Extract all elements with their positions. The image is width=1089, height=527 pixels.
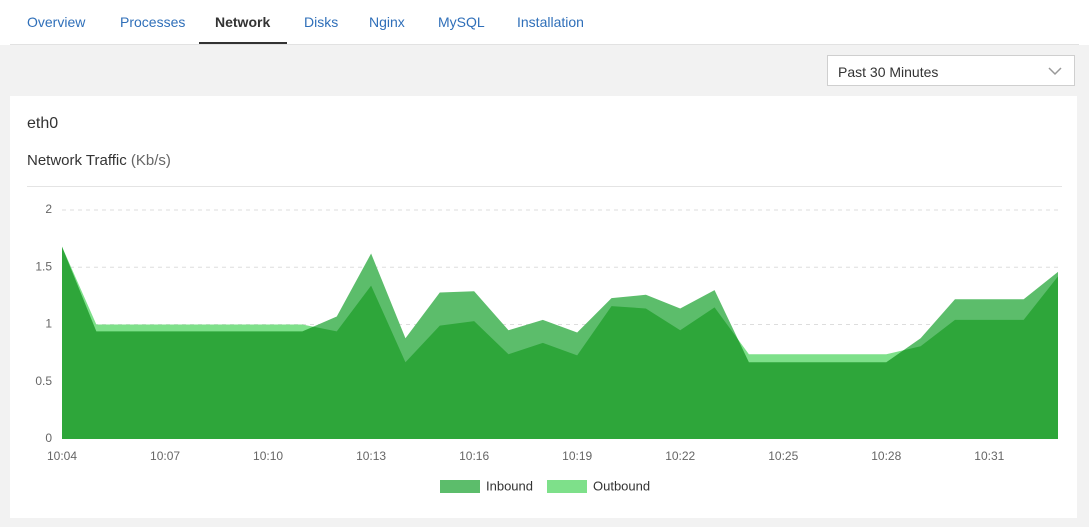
divider <box>10 44 1079 45</box>
legend-swatch <box>440 480 480 493</box>
tab[interactable]: Nginx <box>369 14 405 30</box>
x-tick-label: 10:25 <box>768 449 798 463</box>
chart-title: Network Traffic <box>27 152 127 169</box>
panel: eth0 Network Traffic (Kb/s) 0 0.5 1 1.5 2 10:… <box>10 96 1077 518</box>
tab[interactable]: Installation <box>517 14 584 30</box>
chart-unit: (Kb/s) <box>130 152 171 169</box>
y-tick-label: 1.5 <box>35 259 52 273</box>
y-tick-label: 1 <box>45 317 52 331</box>
y-tick-label: 2 <box>45 202 52 216</box>
time-range-dropdown[interactable]: Past 30 Minutes <box>827 55 1075 86</box>
panel-title: eth0 <box>27 115 59 132</box>
tab-bar: Overview Processes Network Disks Nginx M… <box>0 0 1089 45</box>
area <box>62 246 1058 439</box>
x-tick-label: 10:22 <box>665 449 695 463</box>
active-tab-indicator <box>199 42 287 44</box>
tab[interactable]: Network <box>215 14 271 30</box>
tab[interactable]: Overview <box>27 14 86 30</box>
x-tick-label: 10:13 <box>356 449 386 463</box>
tab[interactable]: Processes <box>120 14 186 30</box>
divider <box>27 186 1062 187</box>
chevron <box>1048 67 1062 76</box>
chart-title-block: Network Traffic (Kb/s) <box>27 152 171 169</box>
x-tick-label: 10:16 <box>459 449 489 463</box>
chart: 0 0.5 1 1.5 2 10:04 10:07 10:10 10:13 10:16 10:19 1… <box>35 202 1058 493</box>
dropdown-value: Past 30 Minutes <box>838 64 939 80</box>
x-tick-label: 10:07 <box>150 449 180 463</box>
tab[interactable]: Disks <box>304 14 339 30</box>
x-tick-label: 10:10 <box>253 449 283 463</box>
x-tick-label: 10:04 <box>47 449 77 463</box>
y-tick-label: 0.5 <box>35 374 52 388</box>
legend-swatch <box>547 480 587 493</box>
x-tick-label: 10:28 <box>871 449 901 463</box>
x-tick-label: 10:19 <box>562 449 592 463</box>
legend-label: Outbound <box>593 478 650 493</box>
x-tick-label: 10:31 <box>974 449 1004 463</box>
y-tick-label: 0 <box>45 431 52 445</box>
legend-label: Inbound <box>486 478 533 493</box>
tab[interactable]: MySQL <box>438 14 485 30</box>
plot-area <box>62 246 1058 439</box>
